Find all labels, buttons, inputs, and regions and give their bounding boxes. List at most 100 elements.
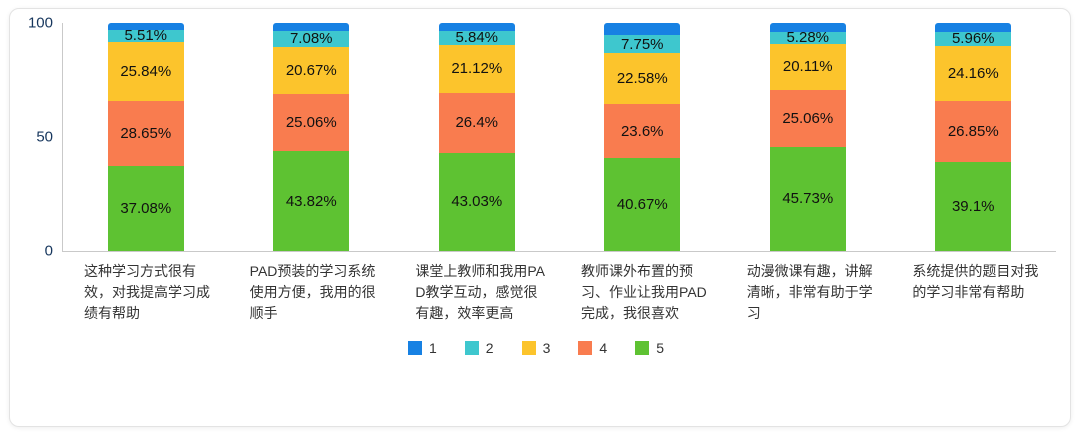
legend-item-1[interactable]: 1 [408,340,437,356]
legend-swatch-icon [408,341,422,355]
category-label: 教师课外布置的预习、作业让我用PAD完成，我很喜欢 [581,263,707,321]
legend-swatch-icon [635,341,650,355]
category-cell: PAD预装的学习系统使用方便，我用的很顺手 [228,261,394,324]
segment-value-label: 37.08% [120,200,172,218]
segment-value-label: 20.67% [285,61,337,79]
bar-segment-series-2[interactable]: 5.96% [935,30,1012,48]
bar-segment-series-2[interactable]: 5.84% [438,29,515,47]
bar-segment-series-4[interactable]: 25.06% [769,89,846,147]
bar-segment-series-2[interactable]: 5.51% [107,27,184,45]
chart-card: 100 50 0 5.51% 25.84% 28.65% 37.08% 7.08% 20.67… [9,8,1071,427]
plot-area: 5.51% 25.84% 28.65% 37.08% 7.08% 20.67% 25.06%… [62,23,1056,252]
bar-segment-series-5[interactable]: 45.73% [769,146,846,251]
bar-segment-series-3[interactable]: 22.58% [604,53,681,105]
legend-item-2[interactable]: 2 [464,340,494,356]
bar-segment-series-2[interactable]: 5.28% [769,30,846,45]
segment-value-label: 5.84% [455,29,499,47]
category-label: 动漫微课有趣，讲解清晰，非常有助于学习 [746,263,873,321]
bar-segment-series-2[interactable]: 7.75% [604,35,681,54]
segment-value-label: 5.51% [124,27,168,45]
category-axis-labels: 这种学习方式很有效，对我提高学习成绩有帮助 PAD预装的学习系统使用方便，我用的很… [62,261,1056,324]
bar-segment-series-1[interactable] [438,23,515,32]
category-label: PAD预装的学习系统使用方便，我用的很顺手 [249,263,376,321]
segment-value-label: 7.08% [289,30,333,48]
segment-value-label: 43.03% [451,193,503,211]
segment-value-label: 39.1% [951,197,995,215]
legend-item-5[interactable]: 5 [635,340,664,356]
bar-segment-series-1[interactable] [273,23,350,31]
stacked-bar: 7.75% 22.58% 23.6% 40.67% [604,23,681,251]
stacked-bar: 5.96% 24.16% 26.85% 39.1% [935,23,1012,251]
bar-segment-series-5[interactable]: 43.03% [438,152,515,251]
bar-column: 5.84% 21.12% 26.4% 43.03% [394,23,560,251]
bar-segment-series-4[interactable]: 26.85% [935,100,1012,162]
stacked-bar-chart: 100 50 0 5.51% 25.84% 28.65% 37.08% 7.08% 20.67… [16,15,1056,324]
bar-segment-series-1[interactable] [604,23,681,36]
legend-item-4[interactable]: 4 [578,340,607,356]
bar-segment-series-3[interactable]: 24.16% [935,45,1012,101]
stacked-bar: 5.84% 21.12% 26.4% 43.03% [438,23,515,251]
legend-label: 4 [599,340,608,356]
category-cell: 系统提供的题目对我的学习非常有帮助 [890,261,1056,324]
segment-value-label: 26.4% [455,114,499,132]
category-cell: 这种学习方式很有效，对我提高学习成绩有帮助 [62,261,228,324]
bar-segment-series-2[interactable]: 7.08% [273,30,350,48]
segment-value-label: 28.65% [120,125,172,143]
legend-label: 3 [542,340,551,356]
segment-value-label: 45.73% [782,190,834,208]
stacked-bar: 5.51% 25.84% 28.65% 37.08% [107,23,184,251]
segment-value-label: 26.85% [947,122,999,140]
bar-segment-series-3[interactable]: 20.11% [769,43,846,90]
y-axis-tick-label: 50 [36,128,53,146]
bar-column: 5.51% 25.84% 28.65% 37.08% [63,23,229,251]
bar-segment-series-3[interactable]: 20.67% [273,46,350,94]
category-label: 系统提供的题目对我的学习非常有帮助 [912,263,1039,300]
segment-value-label: 21.12% [451,60,503,78]
stacked-bar: 7.08% 20.67% 25.06% 43.82% [273,23,350,251]
plot-wrapper: 5.51% 25.84% 28.65% 37.08% 7.08% 20.67% 25.06%… [62,23,1056,324]
legend-label: 1 [429,340,437,356]
category-label: 这种学习方式很有效，对我提高学习成绩有帮助 [84,263,210,321]
category-label: 课堂上教师和我用PAD教学互动，感觉很有趣，效率更高 [415,263,545,321]
legend-swatch-icon [521,341,536,355]
bar-segment-series-1[interactable] [769,23,846,32]
bar-segment-series-5[interactable]: 43.82% [273,151,350,251]
segment-value-label: 7.75% [620,35,664,53]
bar-segment-series-1[interactable] [107,23,184,30]
bar-segment-series-3[interactable]: 21.12% [438,44,515,93]
y-axis: 100 50 0 [16,15,62,260]
segment-value-label: 5.96% [951,30,995,48]
legend-label: 5 [656,340,664,356]
bar-segment-series-5[interactable]: 39.1% [935,161,1012,251]
y-axis-tick-label: 0 [44,242,53,260]
bar-segment-series-4[interactable]: 25.06% [273,93,350,152]
legend: 1 2 3 4 5 [16,340,1056,356]
bar-segment-series-5[interactable]: 40.67% [604,158,681,251]
category-cell: 动漫微课有趣，讲解清晰，非常有助于学习 [725,261,891,324]
segment-value-label: 40.67% [616,196,668,214]
segment-value-label: 25.06% [285,114,337,132]
bar-segment-series-4[interactable]: 23.6% [604,104,681,159]
bar-segment-series-1[interactable] [935,23,1012,32]
segment-value-label: 20.11% [782,58,833,76]
segment-value-label: 23.6% [620,122,664,140]
bar-segment-series-5[interactable]: 37.08% [107,166,184,251]
legend-swatch-icon [464,341,479,355]
legend-swatch-icon [578,341,593,355]
bar-column: 7.75% 22.58% 23.6% 40.67% [560,23,726,251]
bar-column: 5.28% 20.11% 25.06% 45.73% [725,23,891,251]
stacked-bar: 5.28% 20.11% 25.06% 45.73% [769,23,846,251]
bar-segment-series-4[interactable]: 26.4% [438,92,515,153]
segment-value-label: 25.84% [120,63,172,81]
segment-value-label: 24.16% [947,64,999,82]
bar-segment-series-3[interactable]: 25.84% [107,42,184,102]
category-cell: 教师课外布置的预习、作业让我用PAD完成，我很喜欢 [559,261,725,324]
legend-label: 2 [485,340,494,356]
segment-value-label: 25.06% [782,109,834,127]
legend-item-3[interactable]: 3 [521,340,551,356]
y-axis-tick-label: 100 [27,14,53,32]
category-cell: 课堂上教师和我用PAD教学互动，感觉很有趣，效率更高 [393,261,559,324]
bar-column: 5.96% 24.16% 26.85% 39.1% [891,23,1057,251]
bar-segment-series-4[interactable]: 28.65% [107,101,184,167]
segment-value-label: 43.82% [285,192,337,210]
